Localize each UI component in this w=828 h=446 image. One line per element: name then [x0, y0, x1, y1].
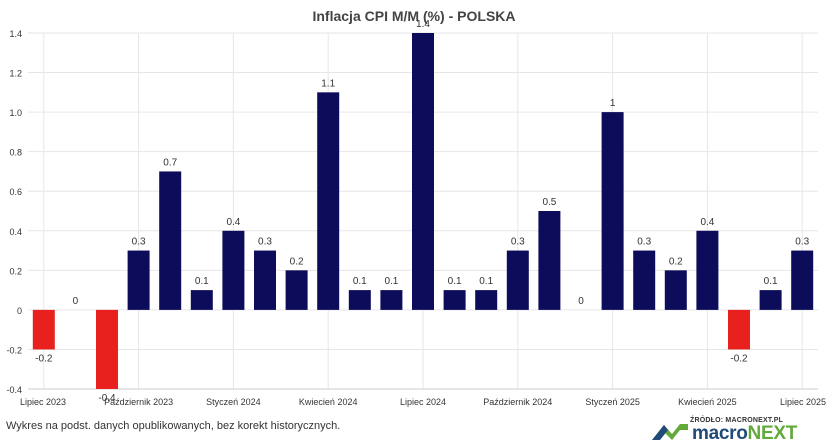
bar-value-label: 0.5: [542, 197, 556, 208]
y-tick-label: 0: [17, 306, 22, 316]
x-axis-ticks: Lipiec 2023 Październik 2023 Styczeń 2024 K…: [20, 397, 826, 407]
y-tick-label: 0.4: [9, 227, 22, 237]
bar-value-label: 0.3: [637, 237, 651, 248]
bar-value-label: -0.2: [35, 353, 53, 364]
bar-value-label: 0: [578, 296, 584, 307]
bar: [696, 230, 719, 310]
logo-source-text: ŹRÓDŁO: MACRONEXT.PL: [690, 417, 784, 424]
x-tick-label: Styczeń 2024: [206, 397, 261, 407]
x-tick-label: Październik 2024: [483, 397, 552, 407]
bar: [285, 270, 308, 310]
bar: [728, 309, 750, 350]
bar-value-label: 0.1: [195, 276, 209, 287]
bar: [506, 250, 529, 310]
y-tick-label: 1.4: [9, 29, 22, 39]
bar-value-label: 0.4: [700, 217, 714, 228]
footer-note: Wykres na podst. danych opublikowanych, …: [6, 420, 341, 432]
bar: [159, 171, 182, 310]
bars: [32, 33, 814, 389]
y-axis-ticks: -0.4 -0.2 0 0.2 0.4 0.6 0.8 1.0 1.2 1.4: [6, 29, 22, 395]
y-tick-label: 0.2: [9, 266, 22, 276]
bar: [664, 270, 687, 310]
bar-value-label: 1.4: [416, 19, 430, 30]
bar-value-label: 0.1: [384, 276, 398, 287]
bar: [633, 250, 656, 310]
bar: [222, 230, 245, 310]
macronext-mark-icon: [652, 424, 688, 440]
bar: [538, 211, 561, 310]
x-tick-label: Lipiec 2025: [780, 397, 826, 407]
bar-value-label: 0.3: [132, 237, 146, 248]
bar-value-label: -0.2: [730, 353, 748, 364]
y-tick-label: 0.8: [9, 148, 22, 158]
x-tick-label: Kwiecień 2025: [678, 397, 737, 407]
bar-value-label: 1: [610, 98, 616, 109]
bar-value-label: 0.4: [226, 217, 240, 228]
bar: [443, 290, 466, 310]
y-tick-label: 0.6: [9, 187, 22, 197]
bar: [127, 250, 150, 310]
logo-wordmark: macroNEXT: [692, 424, 797, 444]
bar: [96, 309, 118, 389]
x-tick-label: Kwiecień 2024: [299, 397, 358, 407]
x-tick-label: Lipiec 2023: [20, 397, 66, 407]
bar-value-label: 0.1: [448, 276, 462, 287]
logo-word-next: NEXT: [747, 423, 798, 444]
bar: [412, 33, 434, 310]
y-tick-label: -0.2: [6, 345, 22, 355]
bar: [348, 290, 371, 310]
bar-value-label: 0.7: [163, 157, 177, 168]
x-tick-label: Październik 2023: [104, 397, 173, 407]
chart-title: Inflacja CPI M/M (%) - POLSKA: [312, 8, 515, 24]
bar: [190, 290, 213, 310]
y-tick-label: 1.0: [9, 108, 22, 118]
x-tick-label: Styczeń 2025: [585, 397, 640, 407]
bar-value-labels: -0.2 0 -0.4 0.3 0.7 0.1 0.4 0.3 0.2 1.1 0.1 0.1 1.4 0…: [35, 19, 809, 404]
bar: [791, 250, 814, 310]
bar-value-label: 0.1: [353, 276, 367, 287]
bar: [317, 92, 340, 310]
bar-value-label: 0.2: [669, 256, 683, 267]
bar: [32, 309, 55, 350]
bar-value-label: 0.3: [795, 237, 809, 248]
bar-value-label: 0.1: [479, 276, 493, 287]
bar: [380, 290, 403, 310]
logo-word-macro: macro: [692, 423, 748, 444]
bar: [475, 290, 498, 310]
macronext-logo: ŹRÓDŁO: MACRONEXT.PL macroNEXT: [648, 416, 824, 446]
bar: [601, 112, 624, 310]
bar: [759, 290, 782, 310]
bar: [254, 250, 276, 310]
bar-value-label: 0: [73, 296, 79, 307]
y-tick-label: 1.2: [9, 69, 22, 79]
bar-value-label: 1.1: [321, 78, 335, 89]
bar-value-label: 0.3: [511, 237, 525, 248]
bar-value-label: 0.2: [290, 256, 304, 267]
bar-value-label: 0.1: [764, 276, 778, 287]
bar-value-label: 0.3: [258, 237, 272, 248]
y-tick-label: -0.4: [6, 385, 22, 395]
bar-value-label: -0.4: [98, 393, 116, 404]
x-tick-label: Lipiec 2024: [400, 397, 446, 407]
